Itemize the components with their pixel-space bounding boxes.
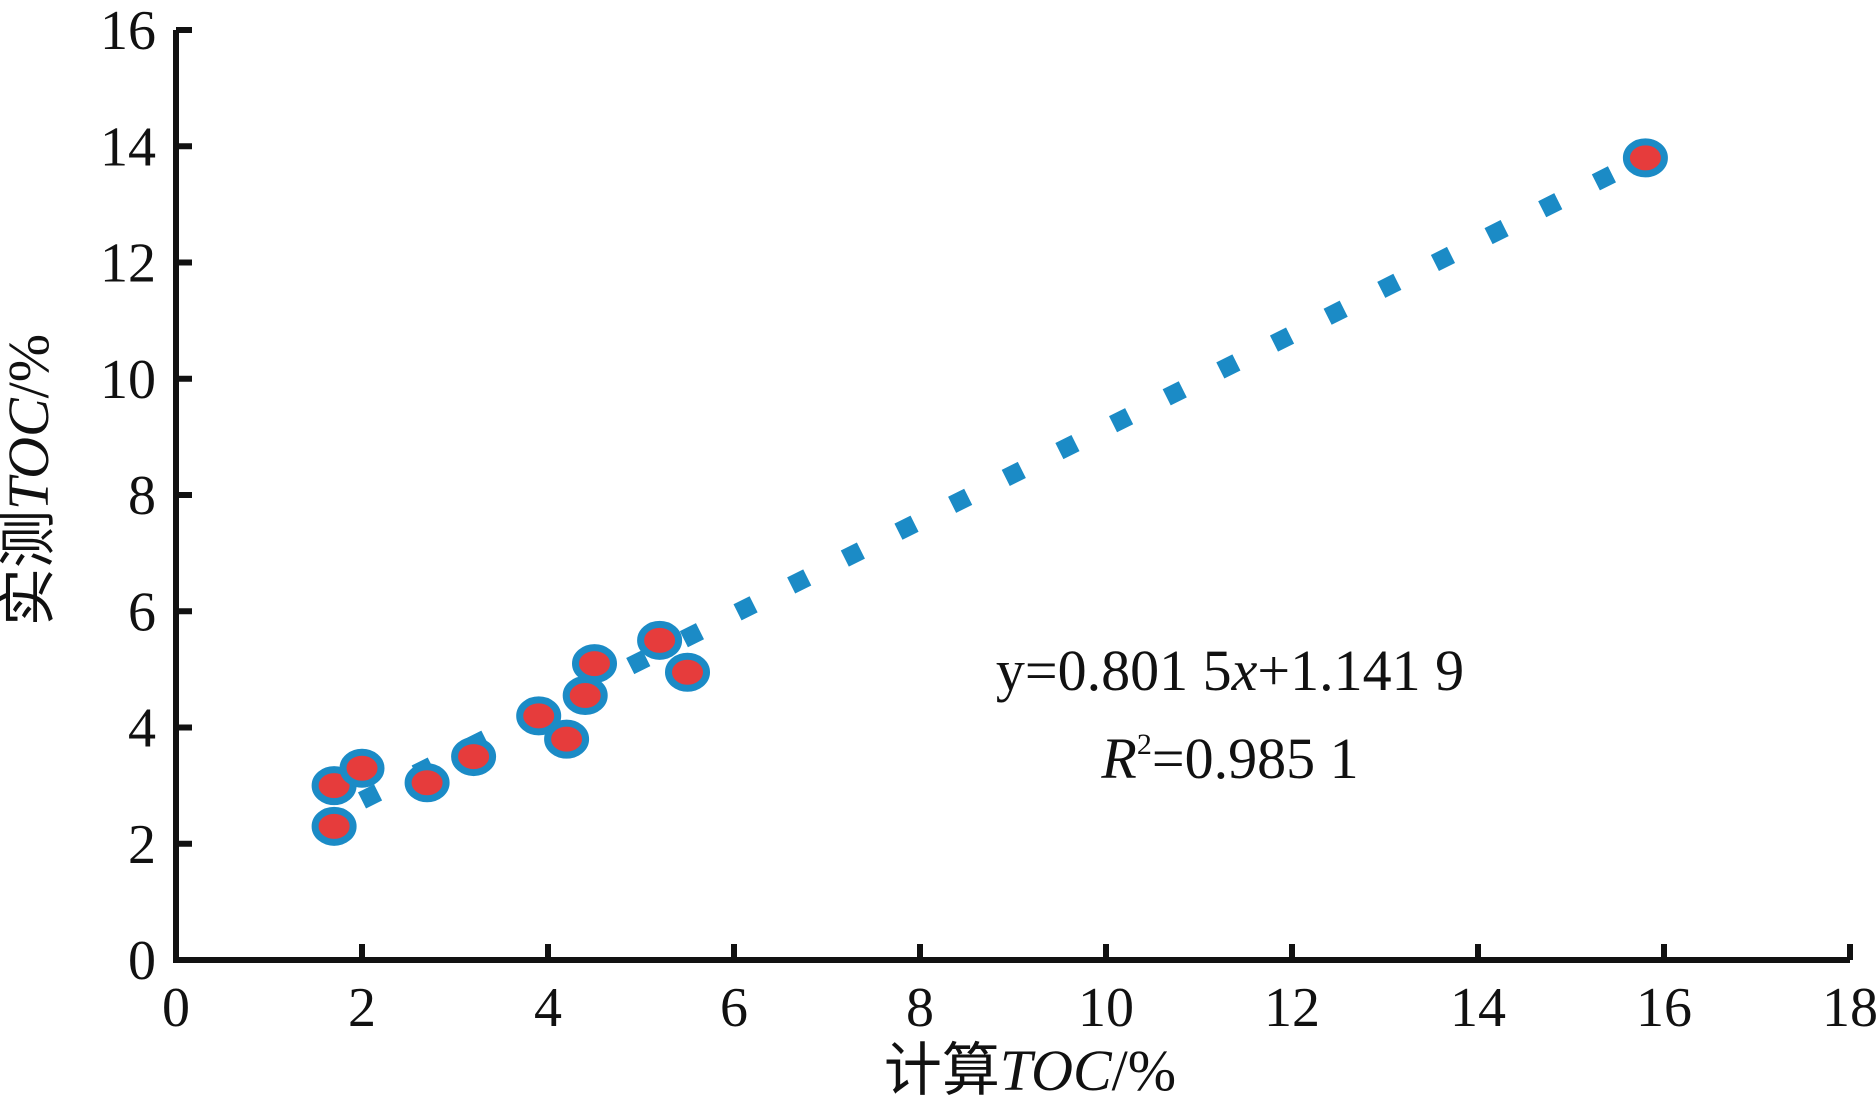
y-tick-label: 16 — [100, 0, 156, 62]
y-tick-label: 8 — [128, 465, 156, 527]
data-point — [637, 620, 683, 660]
data-point-marker — [544, 719, 590, 759]
data-point-marker — [665, 652, 710, 692]
r2-var: R — [1100, 726, 1136, 791]
axes — [173, 30, 1850, 963]
data-point — [665, 652, 710, 692]
data-point — [562, 676, 608, 716]
equation-pre: y=0.801 5 — [996, 638, 1232, 703]
data-point — [404, 763, 450, 803]
data-point — [339, 748, 385, 788]
y-tick-label: 4 — [128, 698, 156, 760]
x-tick-label: 0 — [162, 977, 190, 1039]
data-point — [1622, 138, 1668, 178]
x-tick-label: 10 — [1078, 977, 1134, 1039]
y-tick-label: 6 — [128, 581, 156, 643]
r-squared: R2=0.985 1 — [1100, 726, 1358, 791]
r2-superscript: 2 — [1137, 728, 1152, 761]
y-tick-label: 14 — [100, 116, 156, 178]
y-axis-title-suffix: /% — [0, 334, 61, 398]
regression-equation: y=0.801 5x+1.141 9 — [996, 638, 1464, 703]
y-axis-title-prefix: 实测 — [0, 510, 61, 626]
x-tick-label: 2 — [348, 977, 376, 1039]
x-tick-label: 16 — [1636, 977, 1692, 1039]
y-tick-label: 10 — [100, 349, 156, 411]
equation-post: +1.141 9 — [1257, 638, 1464, 703]
data-point-marker — [1622, 138, 1668, 178]
x-tick-label: 14 — [1450, 977, 1506, 1039]
x-ticks: 0 2 4 6 8 10 12 14 16 18 — [162, 944, 1876, 1039]
x-tick-label: 12 — [1264, 977, 1320, 1039]
data-point — [544, 719, 590, 759]
x-tick-label: 8 — [906, 977, 934, 1039]
data-point-marker — [637, 620, 683, 660]
x-axis-title-suffix: /% — [1112, 1038, 1176, 1100]
y-axis-title-var: TOC — [0, 397, 61, 510]
data-point-marker — [311, 806, 357, 846]
data-point-marker — [404, 763, 450, 803]
y-tick-label: 0 — [128, 930, 156, 992]
y-axis-title: 实测TOC/% — [0, 334, 61, 626]
r2-post: =0.985 1 — [1152, 726, 1359, 791]
data-points — [311, 138, 1668, 846]
data-point — [516, 696, 562, 736]
data-point-marker — [516, 696, 562, 736]
y-tick-label: 2 — [128, 814, 156, 876]
x-tick-label: 6 — [720, 977, 748, 1039]
data-point-marker — [451, 737, 497, 777]
data-point — [311, 806, 357, 846]
y-tick-label: 12 — [100, 233, 156, 295]
data-point-marker — [572, 644, 617, 684]
data-point — [451, 737, 497, 777]
data-point — [572, 644, 617, 684]
x-tick-label: 4 — [534, 977, 562, 1039]
x-tick-label: 18 — [1822, 977, 1876, 1039]
x-axis-title: 计算TOC/% — [884, 1038, 1176, 1100]
equation-var: x — [1231, 638, 1258, 703]
data-point-marker — [339, 748, 385, 788]
y-ticks: 0 2 4 6 8 10 12 14 16 — [100, 0, 192, 992]
x-axis-title-prefix: 计算 — [884, 1038, 1000, 1100]
data-point-marker — [562, 676, 608, 716]
x-axis-title-var: TOC — [1000, 1038, 1113, 1100]
